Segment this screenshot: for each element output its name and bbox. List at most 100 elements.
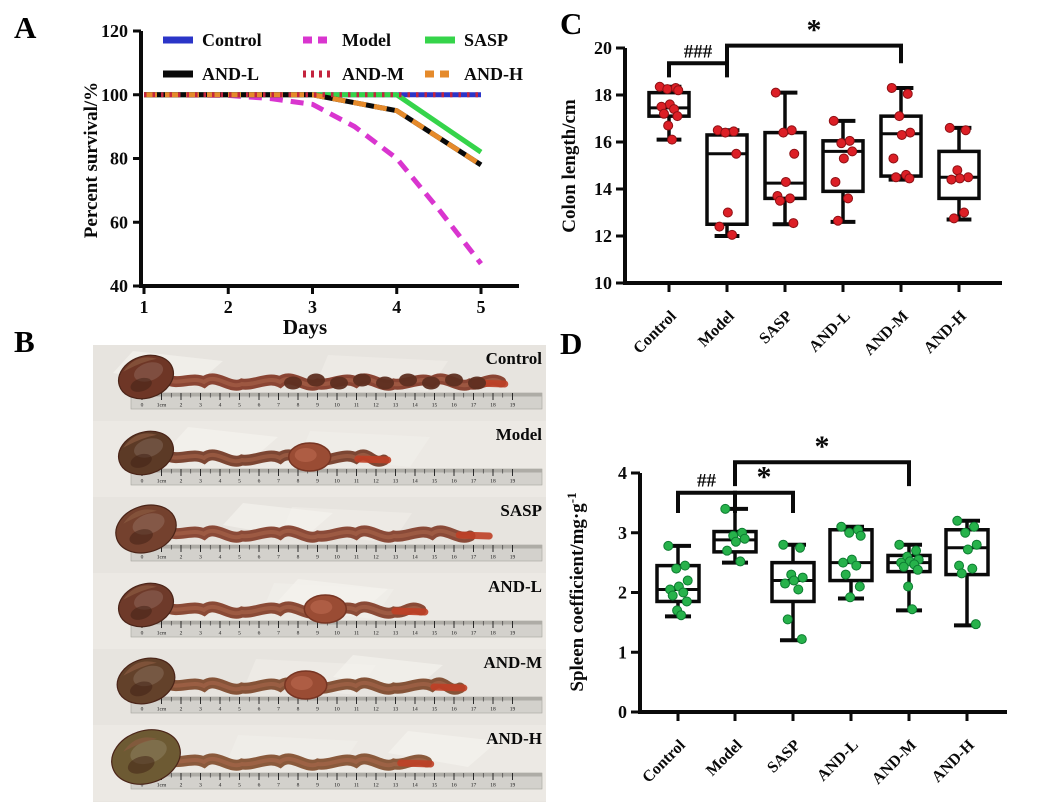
svg-text:18: 18 [490, 555, 496, 561]
svg-text:AND-H: AND-H [486, 729, 542, 748]
svg-text:0: 0 [141, 631, 144, 637]
panel-d-label: D [560, 326, 583, 361]
svg-text:16: 16 [594, 132, 612, 152]
svg-text:1cm: 1cm [157, 555, 167, 561]
svg-text:AND-L: AND-L [488, 577, 542, 596]
svg-text:17: 17 [471, 707, 477, 713]
svg-text:0: 0 [618, 702, 627, 722]
svg-text:2: 2 [180, 631, 183, 637]
svg-text:5: 5 [238, 707, 241, 713]
svg-text:12: 12 [373, 555, 379, 561]
svg-text:8: 8 [297, 783, 300, 789]
svg-text:6: 6 [258, 479, 261, 485]
svg-text:17: 17 [471, 555, 477, 561]
svg-text:8: 8 [297, 631, 300, 637]
svg-text:6: 6 [258, 403, 261, 409]
svg-text:10: 10 [594, 273, 612, 293]
svg-text:14: 14 [412, 479, 418, 485]
svg-text:13: 13 [393, 783, 399, 789]
spleen-coefficient-boxplot: 0 1 2 3 4 Control Model SASP AND-L AND-M AND-H Sple… [564, 430, 1007, 788]
survival-line-chart: 40 60 80 100 120 1 2 3 4 5 Percent survival/% Days C… [81, 21, 523, 339]
svg-text:5: 5 [477, 297, 486, 317]
svg-text:2: 2 [180, 783, 183, 789]
svg-text:11: 11 [354, 555, 360, 561]
svg-text:5: 5 [238, 555, 241, 561]
svg-text:5: 5 [238, 631, 241, 637]
svg-text:11: 11 [354, 403, 360, 409]
svg-text:2: 2 [618, 583, 627, 603]
svg-text:Control: Control [202, 30, 262, 50]
svg-text:18: 18 [490, 631, 496, 637]
svg-text:11: 11 [354, 783, 360, 789]
svg-text:15: 15 [432, 783, 438, 789]
svg-text:Control: Control [639, 736, 689, 786]
svg-text:Control: Control [486, 349, 543, 368]
svg-text:16: 16 [451, 479, 457, 485]
svg-text:AND-L: AND-L [814, 737, 862, 785]
svg-text:19: 19 [510, 555, 516, 561]
svg-text:80: 80 [110, 149, 128, 169]
svg-text:6: 6 [258, 631, 261, 637]
svg-text:AND-H: AND-H [929, 736, 978, 785]
svg-text:0: 0 [141, 707, 144, 713]
svg-text:7: 7 [277, 403, 280, 409]
svg-text:16: 16 [451, 631, 457, 637]
svg-text:12: 12 [373, 403, 379, 409]
svg-text:18: 18 [594, 85, 612, 105]
svg-text:13: 13 [393, 403, 399, 409]
svg-text:17: 17 [471, 783, 477, 789]
svg-text:12: 12 [373, 783, 379, 789]
svg-text:15: 15 [432, 631, 438, 637]
svg-text:17: 17 [471, 403, 477, 409]
svg-text:18: 18 [490, 479, 496, 485]
svg-text:2: 2 [180, 403, 183, 409]
svg-text:7: 7 [277, 783, 280, 789]
svg-text:Colon length/cm: Colon length/cm [559, 99, 580, 233]
svg-text:16: 16 [451, 783, 457, 789]
svg-text:12: 12 [373, 707, 379, 713]
svg-text:100: 100 [101, 85, 128, 105]
svg-text:5: 5 [238, 403, 241, 409]
svg-text:4: 4 [219, 479, 222, 485]
svg-text:0: 0 [141, 479, 144, 485]
svg-text:AND-M: AND-M [483, 653, 542, 672]
svg-text:3: 3 [199, 707, 202, 713]
svg-text:*: * [757, 461, 772, 494]
svg-text:3: 3 [199, 479, 202, 485]
svg-text:AND-L: AND-L [202, 64, 259, 84]
svg-text:14: 14 [412, 631, 418, 637]
svg-text:7: 7 [277, 555, 280, 561]
svg-text:*: * [807, 14, 822, 47]
svg-text:13: 13 [393, 631, 399, 637]
svg-text:5: 5 [238, 479, 241, 485]
svg-text:AND-H: AND-H [464, 64, 523, 84]
svg-text:9: 9 [316, 403, 319, 409]
svg-text:16: 16 [451, 707, 457, 713]
svg-text:0: 0 [141, 555, 144, 561]
svg-text:7: 7 [277, 479, 280, 485]
svg-text:14: 14 [412, 403, 418, 409]
svg-text:40: 40 [110, 276, 128, 296]
svg-text:19: 19 [510, 783, 516, 789]
svg-text:AND-M: AND-M [342, 64, 404, 84]
svg-text:19: 19 [510, 403, 516, 409]
svg-text:4: 4 [219, 783, 222, 789]
svg-text:12: 12 [594, 226, 612, 246]
svg-text:8: 8 [297, 555, 300, 561]
svg-text:11: 11 [354, 631, 360, 637]
svg-text:1: 1 [618, 642, 627, 662]
svg-text:15: 15 [432, 479, 438, 485]
svg-text:*: * [815, 430, 830, 463]
svg-text:16: 16 [451, 555, 457, 561]
svg-text:1cm: 1cm [157, 783, 167, 789]
svg-text:19: 19 [510, 631, 516, 637]
svg-text:8: 8 [297, 479, 300, 485]
svg-text:20: 20 [594, 38, 612, 58]
svg-text:13: 13 [393, 707, 399, 713]
panel-b-label: B [14, 324, 35, 359]
panel-a-label: A [14, 10, 37, 45]
svg-text:1cm: 1cm [157, 403, 167, 409]
svg-text:14: 14 [594, 179, 612, 199]
svg-text:AND-M: AND-M [869, 737, 920, 788]
